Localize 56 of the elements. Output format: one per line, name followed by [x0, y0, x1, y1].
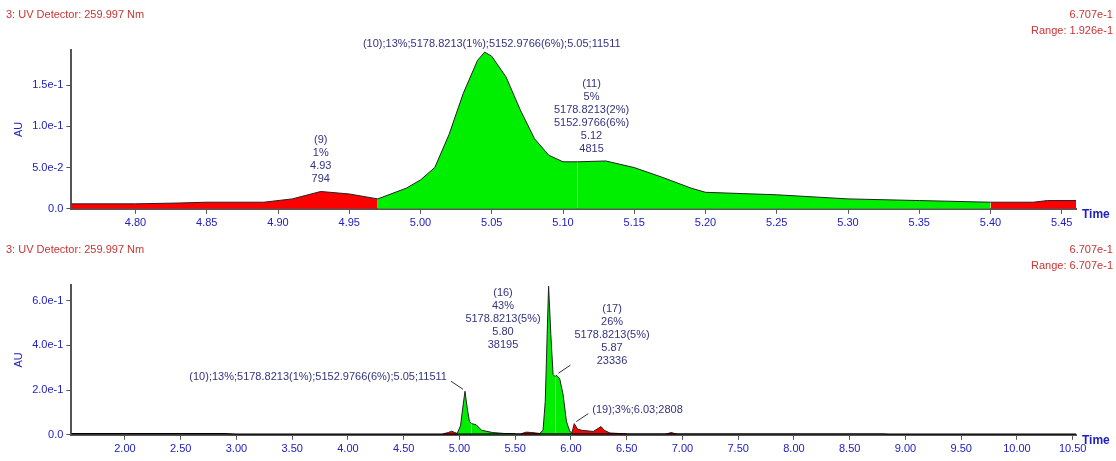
x-tick-label: 5.25 — [766, 216, 788, 229]
chart-title: 3: UV Detector: 259.997 Nm — [6, 8, 145, 20]
y-axis-title: AU — [11, 352, 24, 368]
x-tick-label: 5.50 — [504, 442, 526, 455]
x-tick-label: 3.00 — [225, 442, 248, 455]
x-tick-label: 4.80 — [124, 216, 147, 229]
x-tick-label: 8.00 — [783, 442, 805, 455]
text: 6.707e-1 — [1069, 8, 1113, 20]
x-tick-label: 6.50 — [615, 442, 638, 455]
x-tick-label: 5.35 — [908, 216, 930, 229]
x-tick-label: 9.00 — [894, 442, 917, 455]
annotation: (9) 1% 4.93 794 — [310, 133, 332, 185]
text: Range: 6.707e-1 — [1031, 259, 1113, 271]
x-tick-label: 2.50 — [169, 442, 192, 455]
text: Range: 1.926e-1 — [1031, 24, 1113, 36]
x-tick-label: 10.00 — [1003, 442, 1031, 455]
x-tick-label: 8.50 — [838, 442, 861, 455]
y-tick-label: 6.0e-1 — [32, 293, 64, 306]
x-tick-label: 4.85 — [196, 216, 218, 229]
x-tick-label: 4.95 — [338, 216, 360, 229]
annotation: (16) 43% 5178.8213(5%) 5.80 38195 — [465, 286, 541, 351]
x-tick-label: 6.00 — [560, 442, 582, 455]
annotation: (10);13%;5178.8213(1%);5152.9766(6%);5.05;11511 — [362, 37, 621, 50]
x-tick-label: 2.00 — [114, 442, 136, 455]
x-tick-label: 4.90 — [267, 216, 289, 229]
x-tick-label: 5.45 — [1051, 216, 1073, 229]
x-tick-label: 3.50 — [281, 442, 303, 455]
annotation: (17) 26% 5178.8213(5%) 5.87 23336 — [574, 302, 650, 367]
y-tick-label: 5.0e-2 — [32, 160, 64, 173]
y-tick-label: 1.5e-1 — [32, 78, 64, 91]
x-tick-label: 4.00 — [337, 442, 359, 455]
x-tick-label: 9.50 — [950, 442, 972, 455]
y-tick-label: 0.0 — [48, 427, 64, 440]
y-tick-label: 1.0e-1 — [32, 119, 64, 132]
x-tick-label: 7.00 — [671, 442, 694, 455]
chart-title: 3: UV Detector: 259.997 Nm — [6, 243, 145, 255]
x-tick-label: 5.00 — [409, 216, 432, 229]
text: 6.707e-1 — [1069, 243, 1113, 255]
x-tick-label: 5.40 — [979, 216, 1002, 229]
y-tick-label: 0.0 — [48, 201, 64, 214]
y-tick-label: 4.0e-1 — [32, 338, 64, 351]
annotation: (10);13%;5178.8213(1%);5152.9766(6%);5.05;11511 — [189, 370, 447, 383]
x-tick-label: 4.50 — [392, 442, 415, 455]
x-tick-label: 5.15 — [623, 216, 645, 229]
y-tick-label: 2.0e-1 — [32, 383, 64, 396]
annotation: (19);3%;6.03;2808 — [592, 402, 683, 415]
x-axis-title: Time — [1082, 206, 1111, 221]
x-tick-label: 5.00 — [448, 442, 471, 455]
annotation: (11) 5% 5178.8213(2%) 5152.9766(6%) 5.12 4815 — [553, 76, 630, 154]
x-tick-label: 5.05 — [481, 216, 503, 229]
x-tick-label: 5.30 — [837, 216, 859, 229]
x-tick-label: 7.50 — [727, 442, 749, 455]
x-tick-label: 5.10 — [552, 216, 574, 229]
y-axis-title: AU — [11, 121, 24, 138]
x-tick-label: 5.20 — [694, 216, 717, 229]
x-tick-label: 10.50 — [1058, 442, 1087, 455]
